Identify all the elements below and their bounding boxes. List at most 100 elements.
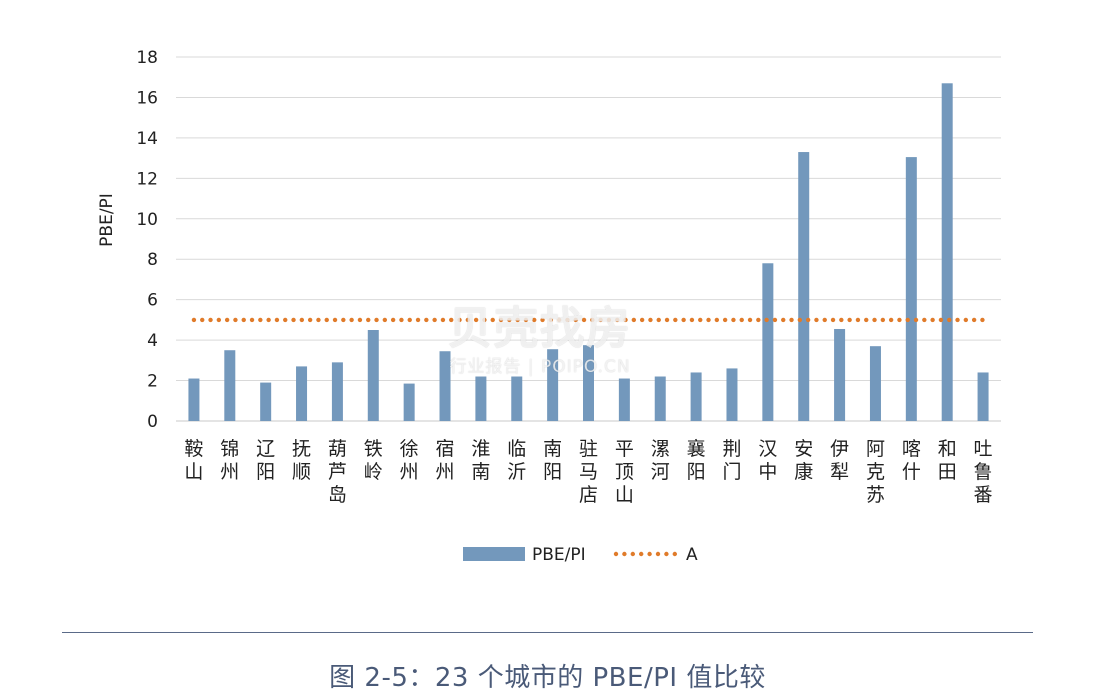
legend-dot — [655, 551, 661, 557]
reference-line-dot — [216, 317, 222, 323]
reference-line-dot — [648, 317, 653, 323]
reference-line-dot — [274, 317, 280, 323]
reference-line-dot — [623, 317, 628, 323]
y-tick-label: 2 — [147, 372, 158, 392]
bar — [439, 351, 451, 421]
reference-line-dot — [432, 317, 437, 323]
reference-line-dot — [706, 317, 711, 323]
reference-line-dot — [291, 317, 296, 323]
x-tick-label: 吐鲁番 — [974, 438, 993, 506]
reference-line-dot — [930, 317, 935, 323]
reference-line-dot — [390, 317, 396, 323]
reference-line-dot — [556, 317, 562, 323]
x-tick-label: 襄阳 — [687, 438, 706, 483]
reference-line-dot — [515, 317, 520, 323]
reference-line-dot — [922, 317, 927, 323]
bar — [869, 346, 881, 421]
legend-label-a: A — [686, 545, 698, 565]
reference-line-dot — [241, 317, 246, 323]
reference-line-dot — [332, 317, 338, 323]
reference-line-dot — [764, 317, 769, 323]
reference-line-dot — [349, 317, 354, 323]
reference-line-dot — [590, 317, 595, 323]
reference-line-dot — [299, 317, 305, 323]
reference-line-dot — [457, 317, 462, 323]
reference-line-dot — [523, 317, 529, 323]
bar — [654, 376, 666, 421]
bar — [511, 376, 523, 421]
bar — [798, 152, 810, 422]
reference-line-dot — [872, 317, 877, 323]
bar — [403, 383, 415, 421]
reference-line-a — [191, 317, 985, 323]
reference-line-dot — [598, 317, 603, 323]
x-tick-label: 鞍山 — [184, 438, 203, 483]
x-tick-label: 伊犁 — [830, 438, 849, 483]
reference-line-dot — [664, 317, 670, 323]
x-axis-labels: 鞍山锦州辽阳抚顺葫芦岛铁岭徐州宿州淮南临沂南阳驻马店平顶山漯河襄阳荆门汉中安康伊… — [184, 438, 992, 506]
reference-line-dot — [507, 317, 512, 323]
y-tick-label: 6 — [147, 291, 158, 311]
reference-line-dot — [805, 317, 811, 323]
y-tick-label: 18 — [136, 48, 158, 68]
reference-line-dot — [548, 317, 554, 323]
reference-line-dot — [606, 317, 612, 323]
y-tick-label: 8 — [147, 250, 158, 270]
reference-line-dot — [739, 317, 744, 323]
reference-line-dot — [747, 317, 753, 323]
x-tick-label: 和田 — [938, 438, 957, 483]
legend-dot — [622, 551, 627, 557]
bar — [583, 345, 594, 421]
reference-line-dot — [540, 317, 545, 323]
reference-line-dot — [482, 317, 487, 323]
gridlines — [176, 56, 1001, 422]
bar — [331, 362, 343, 421]
x-tick-label: 铁岭 — [364, 438, 383, 483]
bar — [690, 372, 702, 421]
reference-line-dot — [756, 317, 761, 323]
reference-line-dot — [855, 317, 861, 323]
reference-line-dot — [316, 317, 321, 323]
x-tick-label: 南阳 — [543, 438, 562, 483]
bar — [905, 157, 917, 421]
bar — [296, 366, 308, 421]
legend-swatch-a — [613, 551, 677, 557]
reference-line-dot — [249, 317, 255, 323]
x-tick-label: 辽阳 — [256, 438, 275, 483]
bar — [547, 349, 559, 421]
reference-line-dot — [938, 317, 944, 323]
reference-line-dot — [947, 317, 952, 323]
x-tick-label: 喀什 — [902, 438, 921, 483]
y-tick-label: 16 — [136, 88, 158, 108]
x-tick-label: 驻马店 — [579, 438, 598, 506]
bar — [224, 350, 236, 421]
reference-line-dot — [639, 317, 645, 323]
caption-divider — [62, 632, 1033, 633]
reference-line-dot — [681, 317, 686, 323]
x-tick-label: 淮南 — [471, 438, 490, 483]
bar — [977, 372, 989, 421]
reference-line-dot — [407, 317, 412, 323]
reference-line-dot — [963, 317, 969, 323]
x-tick-label: 汉中 — [758, 438, 777, 483]
reference-line-dot — [258, 317, 263, 323]
bar — [618, 378, 630, 421]
bar — [367, 330, 379, 421]
reference-line-dot — [971, 317, 977, 323]
legend-dot — [630, 551, 635, 557]
x-tick-label: 安康 — [794, 438, 813, 483]
reference-line-dot — [913, 317, 919, 323]
reference-line-dot — [573, 317, 578, 323]
y-tick-label: 10 — [136, 210, 158, 230]
reference-line-dot — [341, 317, 346, 323]
legend-dot — [664, 551, 669, 557]
legend-dot — [672, 551, 677, 557]
legend-label-pbe-pi: PBE/PI — [532, 545, 586, 565]
y-tick-label: 12 — [136, 169, 158, 189]
reference-line-dot — [814, 317, 819, 323]
x-tick-label: 抚顺 — [292, 438, 311, 483]
reference-line-dot — [631, 317, 637, 323]
reference-line-dot — [266, 317, 271, 323]
reference-line-dot — [980, 317, 985, 323]
y-tick-label: 0 — [147, 412, 158, 432]
